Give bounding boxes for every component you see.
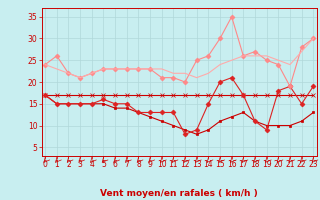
Text: Vent moyen/en rafales ( km/h ): Vent moyen/en rafales ( km/h ) xyxy=(100,189,258,198)
